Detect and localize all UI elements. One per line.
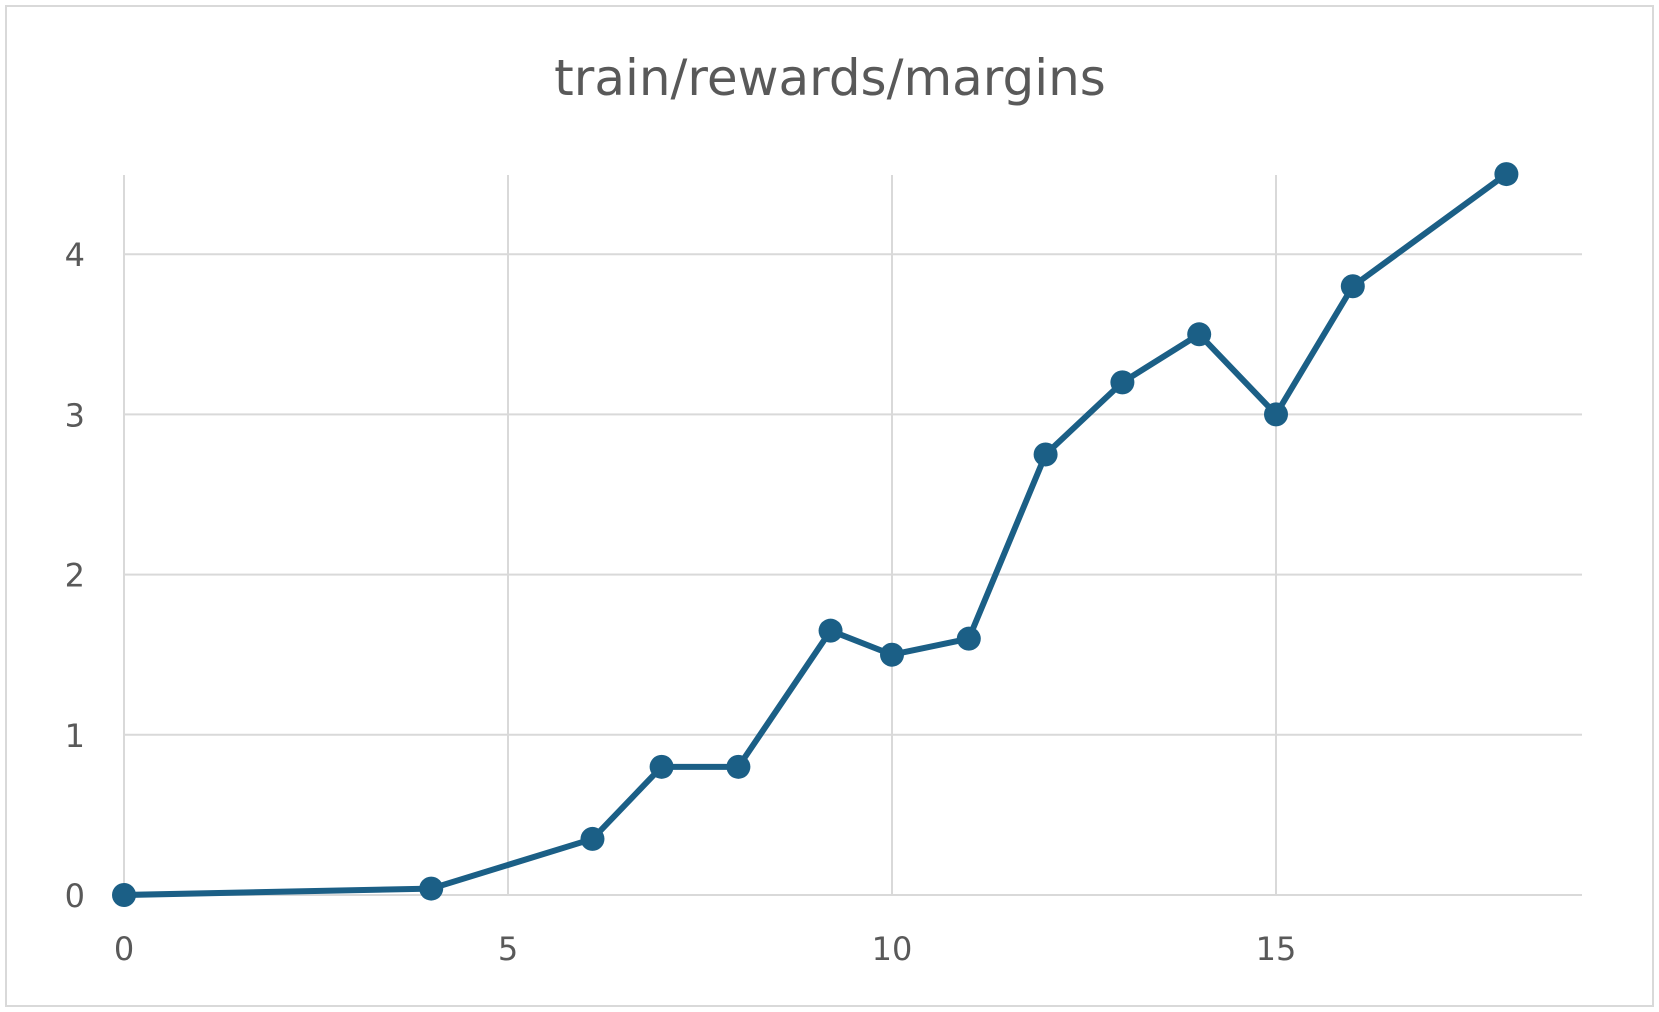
data-point (1110, 370, 1135, 395)
x-tick-label: 15 (1256, 930, 1297, 968)
data-point (880, 642, 904, 667)
y-tick-label: 3 (65, 396, 85, 434)
data-point (1340, 274, 1365, 299)
data-point (1494, 162, 1519, 187)
tick-labels: 0 5 10 15 0 1 2 3 4 (65, 236, 1297, 968)
data-point (580, 826, 605, 851)
series-layer (112, 162, 1519, 907)
data-point (1264, 402, 1288, 427)
data-point (112, 883, 136, 907)
data-point (956, 626, 981, 651)
data-point (1187, 322, 1212, 347)
grid-lines (123, 175, 1582, 896)
data-point (419, 876, 444, 901)
chart-frame (5, 5, 1654, 1007)
data-point (818, 618, 843, 643)
data-point (649, 754, 674, 779)
series-line (121, 171, 1510, 898)
y-tick-label: 1 (65, 717, 85, 755)
y-tick-label: 0 (65, 877, 85, 915)
x-tick-label: 10 (872, 930, 913, 968)
x-tick-label: 0 (114, 930, 134, 968)
y-tick-label: 4 (65, 236, 85, 274)
x-tick-label: 5 (498, 930, 518, 968)
data-point (1033, 442, 1058, 467)
chart-title: train/rewards/margins (554, 49, 1106, 107)
data-point (726, 754, 751, 779)
y-tick-label: 2 (65, 557, 85, 595)
